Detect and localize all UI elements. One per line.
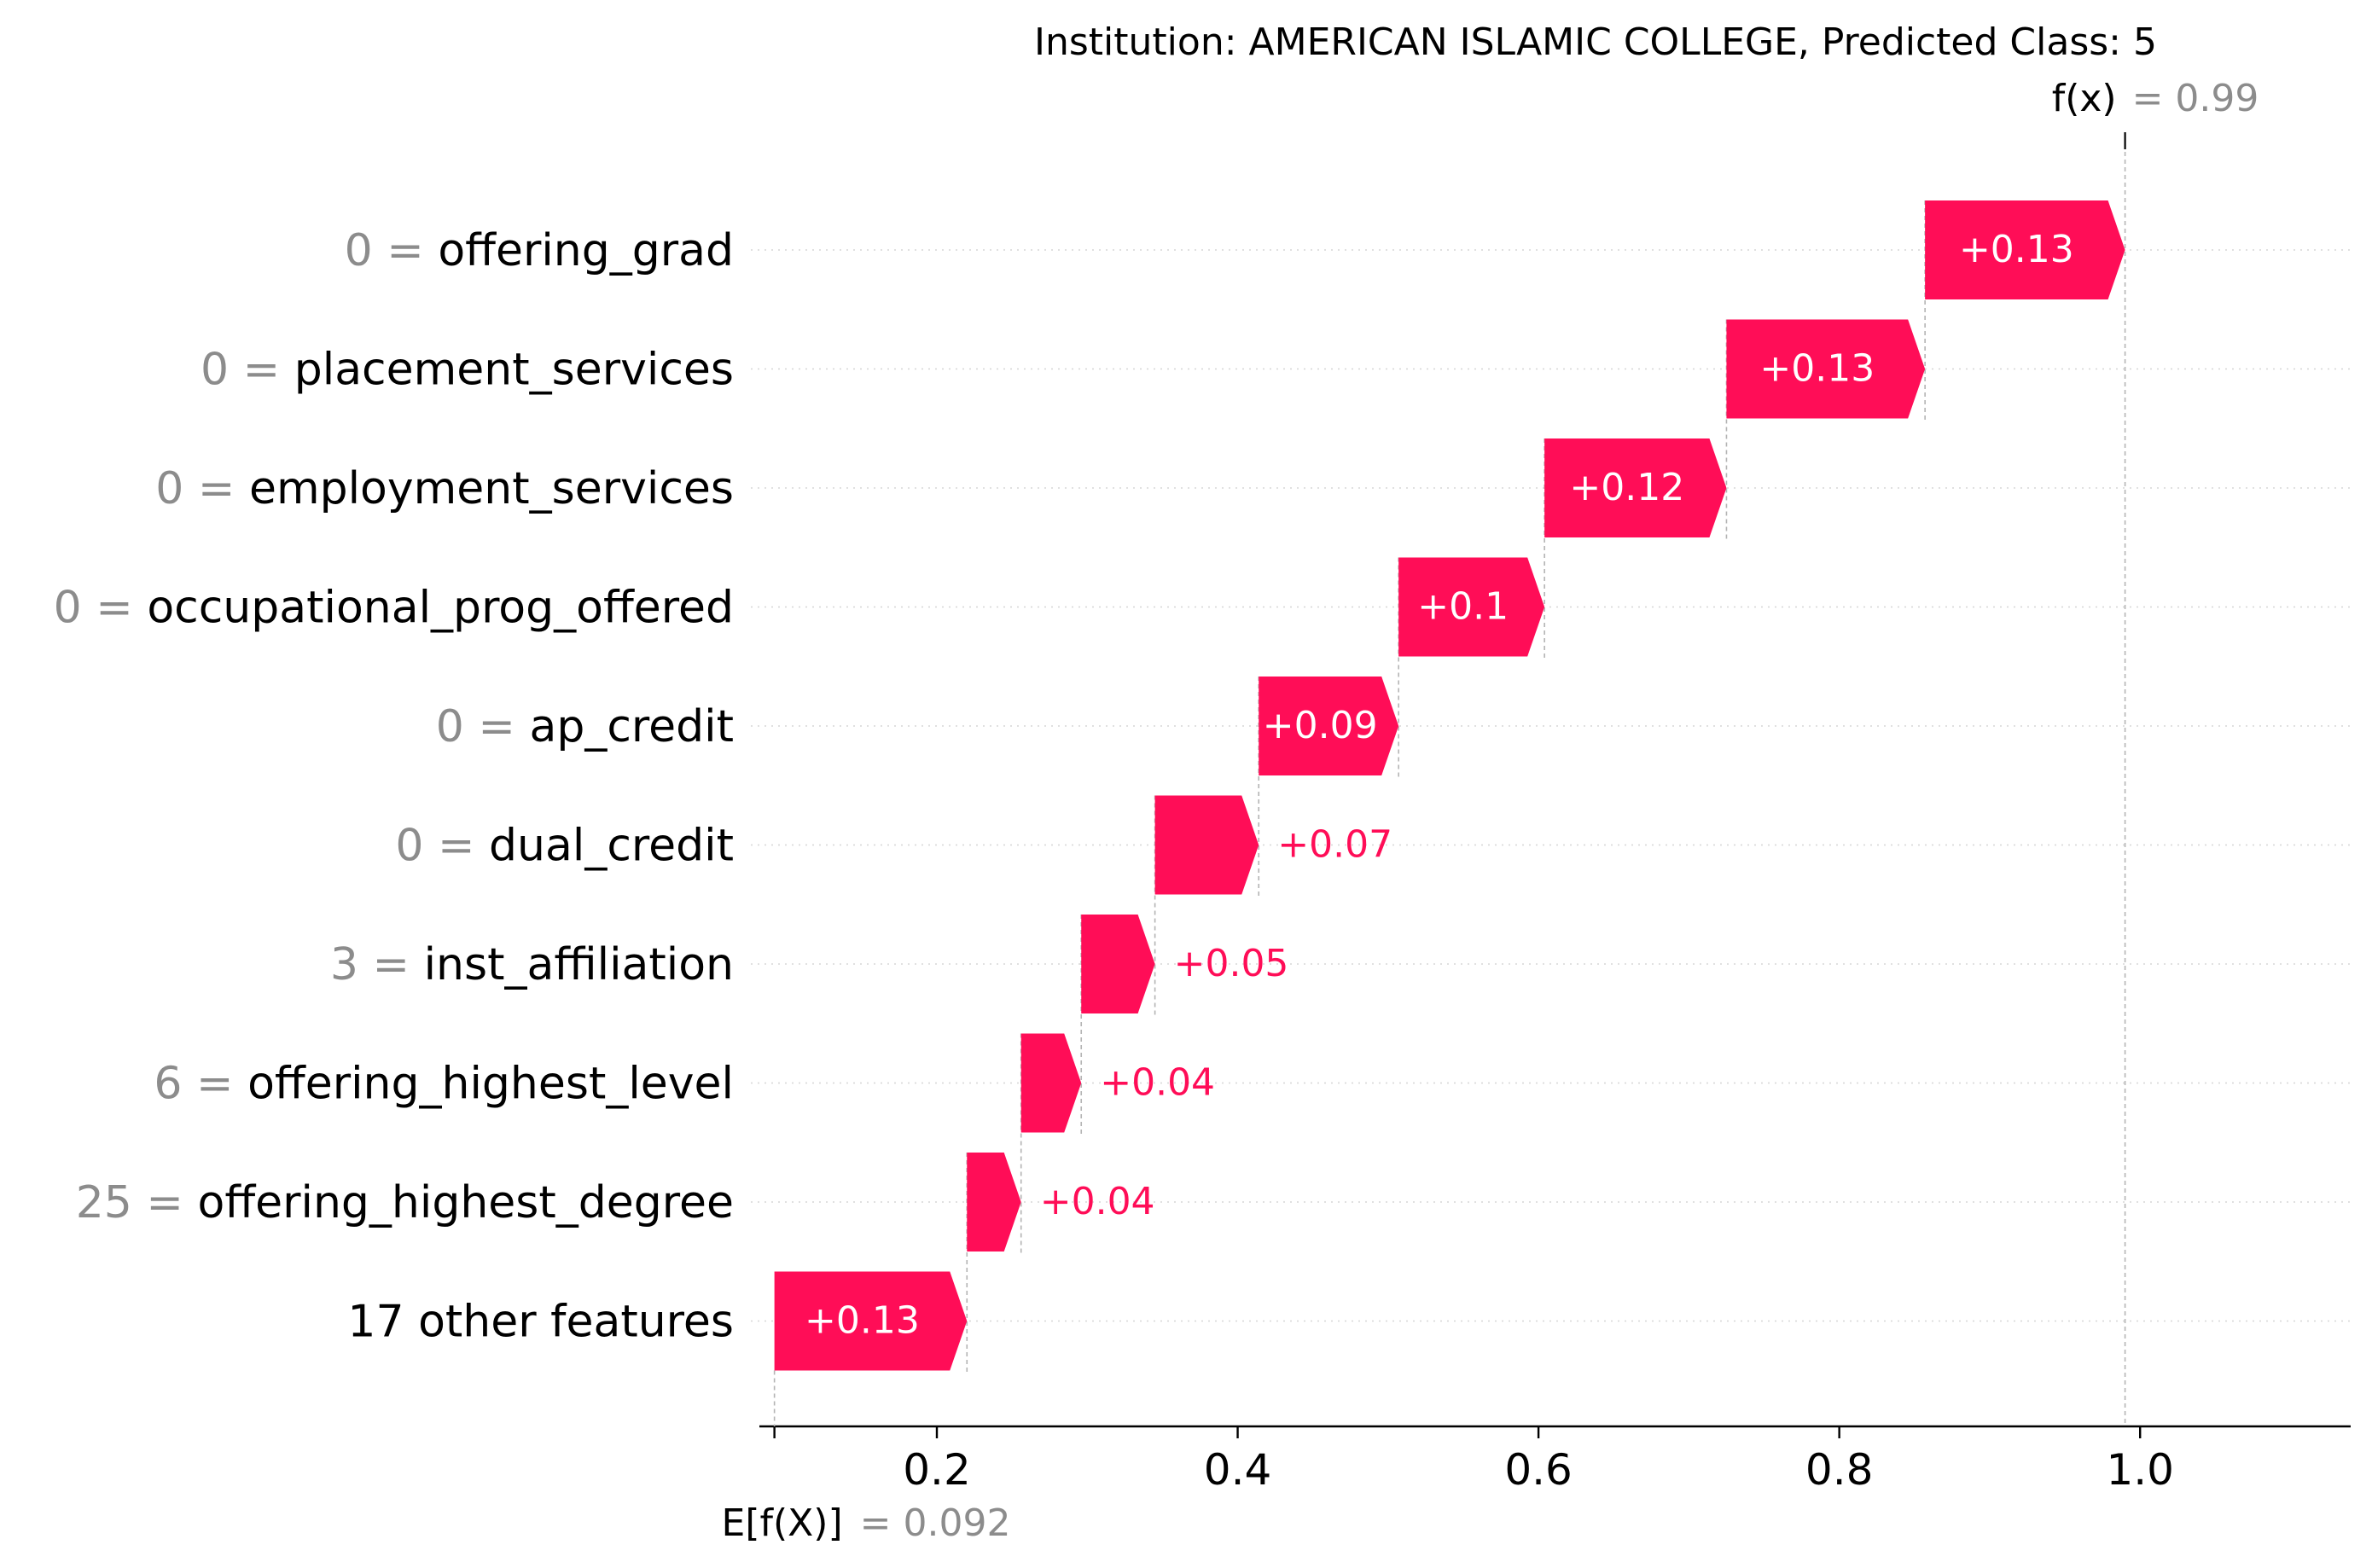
feature-name: placement_services: [294, 345, 734, 396]
x-tick-label: 0.6: [1504, 1445, 1573, 1495]
feature-label: 0 = ap_credit: [436, 701, 734, 752]
bar-offering-highest-degree: [967, 1153, 1021, 1251]
contribution-label: +0.13: [805, 1299, 920, 1343]
base-value-text: = 0.092: [860, 1501, 1011, 1545]
feature-value: 0 =: [155, 463, 249, 514]
base-value-label: E[f(X)]: [722, 1501, 843, 1545]
feature-value: 0 =: [395, 821, 489, 872]
output-value-label: f(x): [2052, 77, 2117, 120]
contribution-label: +0.13: [1759, 347, 1875, 391]
reference-values: E[f(X)] = 0.092 f(x) = 0.99: [722, 77, 2259, 1545]
feature-label: 0 = placement_services: [201, 345, 734, 396]
feature-name: employment_services: [249, 463, 734, 514]
feature-name: inst_affiliation: [424, 939, 734, 990]
bar-offering-grad: [1925, 200, 2125, 299]
feature-label: 0 = employment_services: [155, 463, 734, 514]
contribution-label: +0.05: [1174, 942, 1289, 985]
feature-value: 0 =: [345, 225, 439, 276]
bar-dual-credit: [1154, 795, 1259, 895]
bar-17-other-features: [774, 1271, 968, 1371]
feature-name: 17 other features: [347, 1297, 734, 1348]
bar-inst-affiliation: [1081, 915, 1155, 1013]
bar-occupational-prog-offered: [1398, 557, 1545, 657]
x-tick-label: 0.8: [1805, 1445, 1874, 1495]
bar-placement-services: [1726, 319, 1926, 419]
feature-name: dual_credit: [489, 821, 734, 872]
feature-value: 0 =: [436, 701, 530, 752]
contribution-bars: +0.13 +0.13 +0.12 +0.1 +0.09 +0.07 +0.05 +0.04 +…: [774, 200, 2125, 1371]
feature-name: ap_credit: [529, 701, 734, 752]
feature-label: 0 = occupational_prog_offered: [54, 583, 734, 634]
feature-label: 17 other features: [347, 1297, 734, 1348]
feature-name: offering_highest_level: [247, 1059, 734, 1110]
contribution-label: +0.12: [1569, 466, 1684, 509]
feature-name: occupational_prog_offered: [147, 583, 734, 634]
x-tick-label: 0.2: [903, 1445, 971, 1495]
feature-value: 0 =: [201, 345, 294, 396]
contribution-label: +0.09: [1263, 704, 1378, 747]
feature-label: 0 = dual_credit: [395, 821, 734, 872]
contribution-label: +0.1: [1417, 585, 1509, 629]
feature-value: 6 =: [154, 1059, 247, 1110]
output-value-text: = 0.99: [2132, 77, 2259, 120]
feature-value: 25 =: [76, 1177, 198, 1228]
x-tick-label: 0.4: [1204, 1445, 1272, 1495]
feature-label: 3 = inst_affiliation: [330, 939, 734, 990]
contribution-label: +0.04: [1040, 1180, 1155, 1223]
row-gridlines: [751, 200, 2351, 1373]
bar-ap-credit: [1259, 677, 1399, 775]
bar-offering-highest-level: [1020, 1033, 1082, 1133]
feature-label: 0 = offering_grad: [345, 225, 734, 276]
x-axis: 0.2 0.4 0.6 0.8 1.0: [759, 1425, 2351, 1495]
feature-value: 3 =: [330, 939, 424, 990]
bar-employment-services: [1544, 438, 1727, 537]
contribution-label: +0.13: [1959, 228, 2074, 271]
feature-value: 0 =: [54, 583, 148, 634]
feature-label: 6 = offering_highest_level: [154, 1059, 734, 1110]
contribution-label: +0.07: [1277, 823, 1392, 867]
contribution-label: +0.04: [1100, 1061, 1215, 1105]
chart-title: Institution: AMERICAN ISLAMIC COLLEGE, P…: [1034, 20, 2157, 64]
feature-name: offering_highest_degree: [198, 1177, 735, 1228]
feature-label: 25 = offering_highest_degree: [76, 1177, 734, 1228]
feature-name: offering_grad: [438, 225, 734, 276]
x-tick-label: 1.0: [2106, 1445, 2174, 1495]
